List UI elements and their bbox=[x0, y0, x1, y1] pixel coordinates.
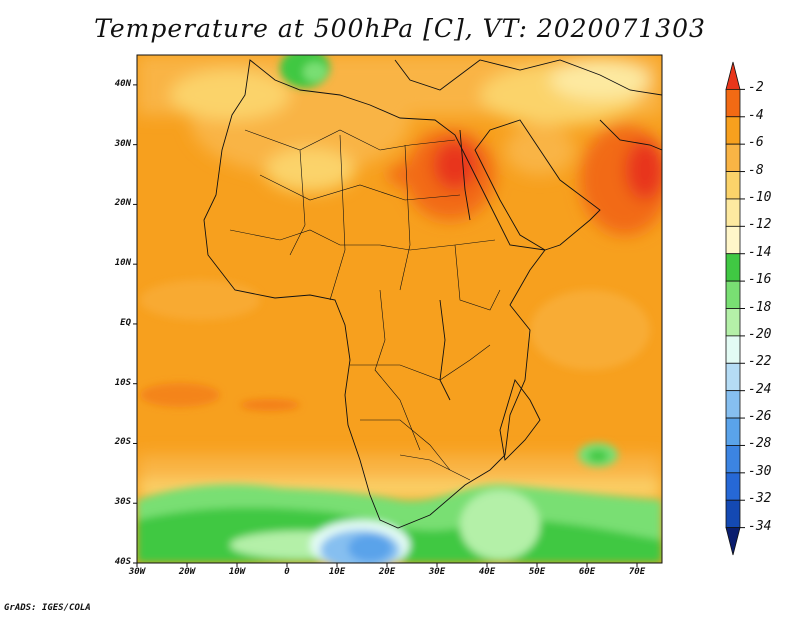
colorbar-swatch bbox=[725, 143, 741, 172]
lon-tick-label: 70E bbox=[628, 567, 646, 577]
lat-tick-label: 40N bbox=[114, 78, 131, 89]
country-borders bbox=[229, 129, 501, 481]
lon-tick-label: 10W bbox=[228, 567, 246, 577]
lon-tick-label: 30E bbox=[428, 567, 446, 577]
lat-tick-label: 30S bbox=[114, 497, 131, 508]
colorbar-swatch bbox=[725, 225, 741, 255]
colorbar-swatch bbox=[725, 198, 741, 227]
colorbar-swatch bbox=[725, 362, 741, 392]
colorbar-swatch bbox=[725, 280, 741, 309]
lat-tick-label: 10S bbox=[114, 377, 131, 388]
colorbar-label: -20 bbox=[748, 326, 772, 342]
lon-tick-label: 40E bbox=[478, 567, 496, 577]
colorbar-swatch bbox=[725, 88, 741, 118]
colorbar-label: -4 bbox=[748, 107, 764, 123]
colorbar-swatch bbox=[725, 499, 741, 529]
colorbar-swatch bbox=[725, 417, 741, 446]
lat-tick-label: 20N bbox=[114, 198, 131, 209]
lon-tick-label: 20W bbox=[178, 567, 196, 577]
colorbar-swatch bbox=[725, 116, 741, 145]
coastlines bbox=[203, 59, 662, 529]
colorbar-label: -10 bbox=[748, 189, 772, 205]
map-frame bbox=[136, 54, 663, 564]
colorbar-label: -34 bbox=[748, 518, 772, 534]
colorbar-swatch bbox=[725, 445, 741, 474]
colorbar-swatch bbox=[725, 390, 741, 419]
colorbar-label: -22 bbox=[748, 354, 772, 370]
colorbar-label: -24 bbox=[748, 381, 772, 397]
colorbar-swatch bbox=[725, 61, 741, 90]
colorbar-label: -26 bbox=[748, 409, 772, 425]
colorbar-label: -2 bbox=[748, 80, 764, 96]
colorbar-label: -14 bbox=[748, 244, 772, 260]
lon-tick-label: 50E bbox=[528, 567, 546, 577]
lat-tick-label: 30N bbox=[114, 138, 131, 149]
lat-tick-label: EQ bbox=[120, 317, 131, 328]
colorbar-swatch bbox=[725, 171, 741, 200]
colorbar-swatch bbox=[725, 308, 741, 337]
colorbar-label: -32 bbox=[748, 491, 772, 507]
colorbar-swatch bbox=[725, 335, 741, 364]
lat-tick-label: 40S bbox=[114, 557, 131, 567]
lon-tick-label: 20E bbox=[378, 567, 396, 577]
map-title: Temperature at 500hPa [C], VT: 202007130… bbox=[94, 14, 706, 43]
colorbar-swatch bbox=[725, 527, 741, 556]
grads-credit: GrADS: IGES/COLA bbox=[4, 603, 91, 613]
colorbar-label: -12 bbox=[748, 217, 772, 233]
colorbar-label: -28 bbox=[748, 436, 772, 452]
colorbar bbox=[725, 61, 745, 556]
colorbar-label: -6 bbox=[748, 135, 764, 151]
lat-tick-label: 10N bbox=[114, 258, 131, 269]
colorbar-label: -18 bbox=[748, 299, 772, 315]
colorbar-label: -16 bbox=[748, 272, 772, 288]
lon-tick-label: 0 bbox=[284, 567, 290, 577]
colorbar-swatch bbox=[725, 472, 741, 501]
colorbar-label: -8 bbox=[748, 162, 764, 178]
colorbar-label: -30 bbox=[748, 463, 772, 479]
lon-tick-label: 30W bbox=[128, 567, 146, 577]
colorbar-swatch bbox=[725, 253, 741, 282]
lon-tick-label: 10E bbox=[328, 567, 346, 577]
lat-tick-label: 20S bbox=[114, 437, 131, 448]
lon-tick-label: 60E bbox=[578, 567, 596, 577]
temperature-field bbox=[137, 55, 662, 563]
